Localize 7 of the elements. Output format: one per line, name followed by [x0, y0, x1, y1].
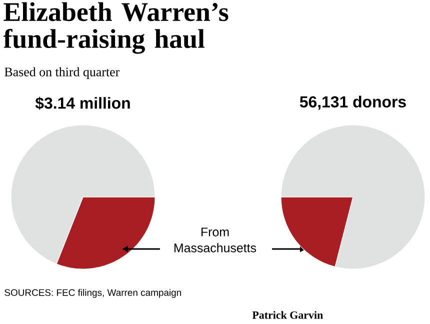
chart-title: $3.14 million	[35, 96, 130, 110]
source-note: SOURCES: FEC filings, Warren campaign	[4, 288, 181, 298]
chart-title: 56,131 donors	[300, 96, 406, 110]
text: Elizabeth Warren’s fund-raising haul	[3, 2, 228, 54]
text: Based on third quarter	[4, 67, 120, 79]
text: From Massachusetts	[174, 228, 256, 252]
text: Patrick Garvin	[252, 311, 323, 319]
